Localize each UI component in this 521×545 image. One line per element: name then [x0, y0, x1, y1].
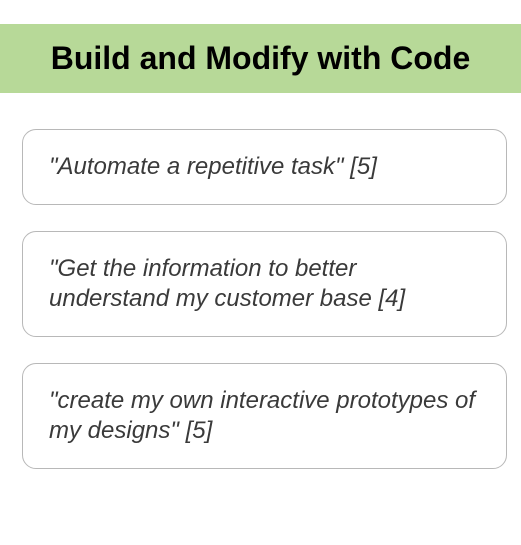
- quote-text: "create my own interactive prototypes of…: [49, 386, 480, 446]
- header-banner: Build and Modify with Code: [0, 24, 521, 93]
- header-title: Build and Modify with Code: [4, 40, 517, 77]
- quote-card: "Automate a repetitive task" [5]: [22, 129, 507, 205]
- quote-text: "Get the information to better understan…: [49, 254, 480, 314]
- quote-card: "create my own interactive prototypes of…: [22, 363, 507, 469]
- quote-card: "Get the information to better understan…: [22, 231, 507, 337]
- quote-text: "Automate a repetitive task" [5]: [49, 152, 480, 182]
